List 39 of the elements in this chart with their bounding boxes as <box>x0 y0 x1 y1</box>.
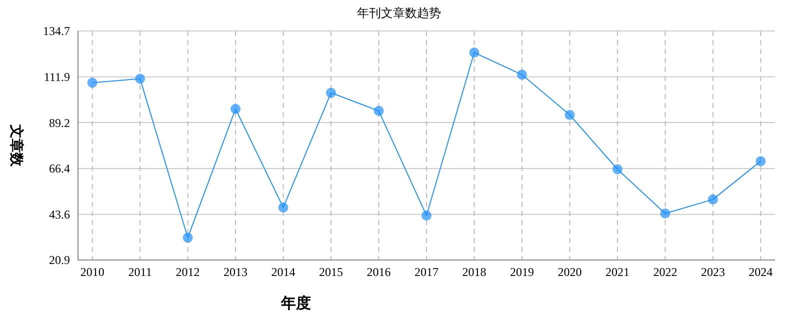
x-tick-label: 2018 <box>462 265 486 279</box>
point <box>612 164 622 174</box>
point <box>87 78 98 88</box>
point <box>516 70 527 80</box>
x-axis-title: 年度 <box>280 294 311 312</box>
point <box>135 74 146 84</box>
point <box>422 210 432 221</box>
point <box>326 88 336 98</box>
x-tick-label: 2012 <box>176 265 200 279</box>
x-tick-label: 2021 <box>605 265 630 279</box>
x-tick-label: 2016 <box>366 265 391 279</box>
point <box>660 208 670 219</box>
x-tick-label: 2014 <box>271 265 296 279</box>
y-tick-label: 89.2 <box>49 116 70 130</box>
point <box>278 202 288 212</box>
x-tick-label: 2011 <box>128 265 152 279</box>
y-tick-label: 66.4 <box>49 162 70 176</box>
point <box>230 104 241 114</box>
y-tick-label: 20.9 <box>49 253 70 268</box>
y-axis-title: 文章数 <box>8 124 25 168</box>
x-tick-label: 2022 <box>653 265 678 279</box>
y-tick-label: 134.7 <box>43 24 70 38</box>
point <box>182 232 193 243</box>
x-tick-label: 2013 <box>224 265 248 279</box>
chart-title: 年刊文章数趋势 <box>357 6 441 20</box>
y-tick-label: 111.9 <box>44 70 70 84</box>
point <box>564 110 575 120</box>
x-tick-label: 2015 <box>319 265 344 279</box>
x-tick-label: 2024 <box>748 265 773 279</box>
point <box>469 48 480 58</box>
point <box>708 194 718 204</box>
x-tick-label: 2010 <box>80 265 104 279</box>
x-tick-label: 2019 <box>510 265 534 279</box>
point <box>374 106 384 116</box>
x-tick-label: 2023 <box>700 265 725 279</box>
x-tick-label: 2017 <box>414 265 438 279</box>
x-tick-label: 2020 <box>558 265 582 279</box>
y-tick-label: 43.6 <box>49 208 70 222</box>
point <box>756 156 766 166</box>
